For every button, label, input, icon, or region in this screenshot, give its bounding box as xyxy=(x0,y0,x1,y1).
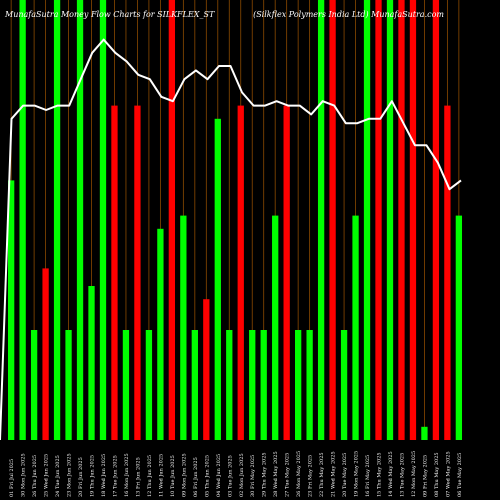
x-tick-label: 25 Wed Jun 2025 xyxy=(44,454,50,497)
bar-38 xyxy=(432,0,440,440)
x-tick-label: 07 Wed May 2025 xyxy=(445,451,451,497)
x-tick-label: 29 Thu May 2025 xyxy=(262,452,268,497)
bar-23 xyxy=(260,330,267,440)
x-tick-label: 02 Mon Jun 2025 xyxy=(239,453,245,497)
bar-5 xyxy=(53,0,61,440)
bar-10 xyxy=(111,105,118,440)
bar-40 xyxy=(455,215,463,440)
money-flow-line xyxy=(0,38,462,441)
bar-25 xyxy=(283,105,290,440)
bar-19 xyxy=(214,118,221,441)
x-tick-label: 26 Mon May 2025 xyxy=(296,451,302,497)
x-tick-label: 03 Tue Jun 2025 xyxy=(227,455,233,497)
bar-31 xyxy=(352,215,359,440)
bar-7 xyxy=(76,0,84,440)
bar-28 xyxy=(317,0,325,440)
bar-2 xyxy=(19,0,26,440)
bar-33 xyxy=(375,0,382,440)
x-tick-label: 12 Thu Jun 2025 xyxy=(147,455,153,497)
bar-15 xyxy=(168,0,176,440)
x-tick-label: 06 Fri Jun 2025 xyxy=(193,457,199,497)
bar-13 xyxy=(145,330,153,440)
x-tick-label: 26 Thu Jun 2025 xyxy=(32,455,38,497)
x-tick-label: 15 Thu May 2025 xyxy=(377,452,383,497)
x-tick-label: 04 Wed Jun 2025 xyxy=(216,454,222,497)
bar-11 xyxy=(122,330,130,440)
x-tick-label: 23 Mon Jun 2025 xyxy=(67,453,73,497)
bar-36 xyxy=(409,0,417,440)
bar-21 xyxy=(237,105,244,440)
x-tick-label: 11 Wed Jun 2025 xyxy=(158,454,164,497)
bar-39 xyxy=(444,105,451,440)
bar-30 xyxy=(340,330,348,440)
x-tick-label: 16 Mon Jun 2025 xyxy=(124,453,130,497)
bar-4 xyxy=(42,268,49,440)
bar-8 xyxy=(88,286,95,440)
bar-32 xyxy=(363,0,371,440)
bar-35 xyxy=(398,0,405,440)
x-tick-label: 30 Fri May 2025 xyxy=(250,455,256,497)
bar-1 xyxy=(8,180,15,440)
x-tick-label: 12 Mon May 2025 xyxy=(411,451,417,497)
x-tick-label: 10 Tue Jun 2025 xyxy=(170,455,176,497)
bar-29 xyxy=(329,0,336,440)
x-tick-label: 20 Fri Jun 2025 xyxy=(78,457,84,497)
x-tick-label: 13 Tue May 2025 xyxy=(399,453,405,497)
x-tick-label: 18 Wed Jun 2025 xyxy=(101,454,107,497)
x-tick-label: 09 Mon Jun 2025 xyxy=(181,453,187,497)
bar-26 xyxy=(295,330,302,440)
bar-22 xyxy=(249,330,256,440)
bar-14 xyxy=(157,228,164,440)
x-tick-label: 22 Thu May 2025 xyxy=(319,452,325,497)
bar-6 xyxy=(65,330,72,440)
bar-3 xyxy=(30,330,38,440)
x-tick-label: 21 Wed May 2025 xyxy=(331,451,337,497)
bar-18 xyxy=(203,299,210,440)
bar-9 xyxy=(99,0,107,440)
x-tick-label: 08 Thu May 2025 xyxy=(434,452,440,497)
bar-34 xyxy=(386,0,394,440)
bar-17 xyxy=(191,330,198,440)
bar-27 xyxy=(306,330,313,440)
x-tick-label: 19 Mon May 2025 xyxy=(354,451,360,497)
x-tick-label: 23 Fri May 2025 xyxy=(308,455,314,497)
bar-16 xyxy=(180,215,187,440)
x-tick-label: 05 Thu Jun 2025 xyxy=(204,455,210,497)
x-tick-label: 16 Fri May 2025 xyxy=(365,455,371,497)
bar-24 xyxy=(272,215,279,440)
x-tick-label: 20 Tue May 2025 xyxy=(342,453,348,497)
bar-20 xyxy=(226,330,233,440)
x-tick-label: 13 Fri Jun 2025 xyxy=(135,457,141,497)
chart-title: MunafaSutra Money Flow Charts for SILKFL… xyxy=(5,10,215,19)
x-tick-label: 14 Wed May 2025 xyxy=(388,451,394,497)
x-tick-label: 27 Tue May 2025 xyxy=(285,453,291,497)
x-tick-label: 17 Tue Jun 2025 xyxy=(112,455,118,497)
bar-37 xyxy=(421,426,428,440)
x-tick-label: 01 Fri Jul 2025 xyxy=(9,459,15,497)
chart-subtitle: (Silkflex Polymers India Ltd) MunafaSutr… xyxy=(253,10,444,19)
x-tick-label: 24 Tue Jun 2025 xyxy=(55,455,61,497)
x-tick-label: 30 Mon Jun 2025 xyxy=(21,453,27,497)
bar-12 xyxy=(134,105,141,440)
x-tick-label: 06 Tue May 2025 xyxy=(457,453,463,497)
x-tick-label: 19 Thu Jun 2025 xyxy=(90,455,96,497)
x-tick-label: 09 Fri May 2025 xyxy=(422,455,428,497)
x-tick-label: 28 Wed May 2025 xyxy=(273,451,279,497)
